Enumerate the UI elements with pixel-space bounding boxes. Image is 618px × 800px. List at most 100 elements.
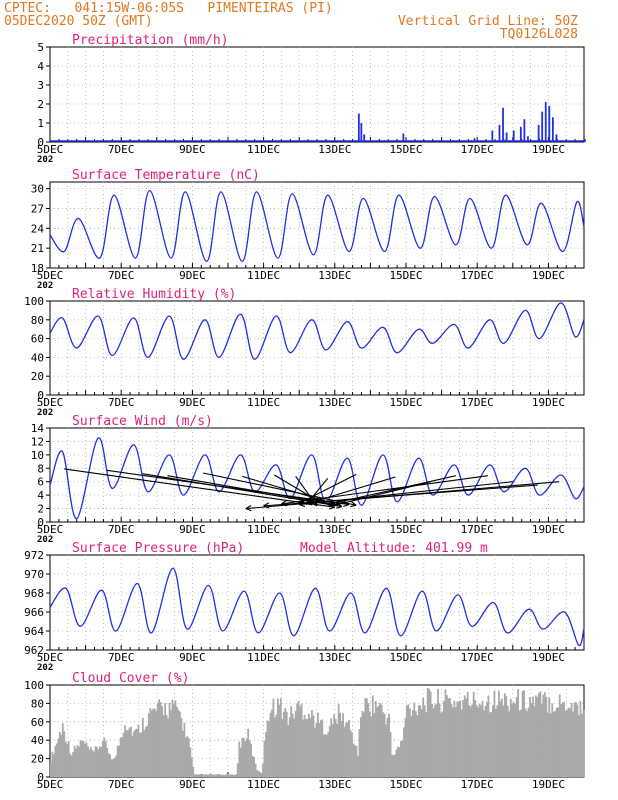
cloud-bar bbox=[435, 703, 438, 777]
cloud-bar bbox=[109, 754, 112, 777]
cloud-bar bbox=[425, 712, 428, 777]
cloud-bar bbox=[236, 763, 239, 777]
pres-xtick-label: 19DEC bbox=[532, 651, 565, 664]
cloud-bar bbox=[324, 734, 327, 777]
wind-series-line bbox=[49, 437, 585, 520]
cloud-bar bbox=[238, 741, 241, 777]
cloud-bar bbox=[492, 705, 494, 777]
cloud-bar bbox=[515, 697, 518, 777]
cloud-bar bbox=[273, 717, 276, 777]
wind-xtick-label: 5DEC bbox=[37, 523, 64, 536]
cloud-bar bbox=[489, 712, 491, 777]
cloud-bar bbox=[294, 710, 297, 777]
cloud-bar bbox=[177, 709, 180, 777]
cloud-bar bbox=[104, 741, 107, 777]
rh-xtick-label: 5DEC bbox=[37, 396, 64, 409]
cloud-bar bbox=[463, 695, 466, 777]
cloud-bar bbox=[288, 717, 291, 777]
cloud-bar bbox=[196, 774, 199, 777]
temp-xtick-label: 15DEC bbox=[389, 269, 422, 282]
cloud-bar bbox=[543, 692, 546, 777]
cloud-bar bbox=[518, 710, 521, 777]
rh-ytick-label: 60 bbox=[31, 333, 44, 346]
cloud-bar bbox=[100, 747, 103, 777]
cloud-bar bbox=[187, 738, 190, 777]
cloud-bar bbox=[334, 719, 337, 777]
cloud-bar bbox=[505, 696, 508, 777]
cloud-bar bbox=[226, 774, 229, 777]
cloud-bar bbox=[130, 726, 132, 777]
cloud-bar bbox=[82, 741, 85, 777]
cloud-bar bbox=[281, 719, 284, 777]
wind-ytick-label: 8 bbox=[37, 462, 44, 475]
cloud-bar bbox=[311, 710, 313, 777]
cloud-bar bbox=[500, 698, 503, 777]
cloud-bar bbox=[110, 759, 113, 777]
precip-xtick-label: 13DEC bbox=[318, 143, 351, 156]
cloud-bar bbox=[432, 708, 435, 777]
cloud-bar bbox=[275, 714, 278, 777]
wind-panel-frame bbox=[49, 427, 585, 523]
rh-ytick-label: 100 bbox=[24, 295, 44, 308]
cloud-bar bbox=[90, 746, 92, 777]
temp-title: Surface Temperature (nC) bbox=[72, 168, 260, 183]
cloud-bar bbox=[67, 741, 70, 777]
cloud-bar bbox=[213, 774, 215, 777]
precip-bar bbox=[357, 113, 360, 142]
cloud-bar bbox=[222, 774, 224, 777]
cloud-ytick-label: 20 bbox=[31, 753, 44, 766]
cloud-bar bbox=[401, 740, 404, 777]
cloud-bar bbox=[331, 724, 334, 777]
cloud-bar bbox=[469, 706, 472, 777]
precip-bar bbox=[548, 105, 551, 142]
precip-bar bbox=[402, 133, 405, 142]
cloud-bar bbox=[542, 694, 545, 777]
cloud-bar bbox=[434, 704, 436, 777]
cloud-bar bbox=[555, 707, 558, 777]
precip-bar bbox=[360, 123, 363, 142]
rh-ytick-label: 40 bbox=[31, 351, 44, 364]
cloud-bar bbox=[413, 702, 416, 777]
cloud-bar bbox=[457, 701, 460, 777]
cloud-bar bbox=[121, 737, 123, 777]
cloud-bar bbox=[63, 731, 66, 777]
cloud-bar bbox=[147, 713, 150, 777]
cloud-bar bbox=[567, 707, 570, 777]
cloud-bar bbox=[578, 715, 580, 777]
cloud-bar bbox=[524, 708, 527, 777]
cloud-bar bbox=[420, 709, 423, 777]
cloud-bar bbox=[389, 732, 392, 777]
cloud-bar bbox=[156, 703, 159, 777]
temp-ytick-label: 21 bbox=[31, 242, 44, 255]
cloud-bar bbox=[271, 709, 273, 777]
cloud-bar bbox=[263, 740, 266, 777]
wind-arrow-head bbox=[336, 502, 343, 509]
cloud-bar bbox=[265, 732, 267, 777]
cloud-bar bbox=[345, 722, 347, 777]
cloud-bar bbox=[257, 770, 260, 777]
precip-xtick-label: 19DEC bbox=[532, 143, 565, 156]
pres-ytick-label: 972 bbox=[24, 549, 44, 562]
cloud-ytick-label: 80 bbox=[31, 697, 44, 710]
cloud-bar bbox=[481, 700, 484, 777]
precip-bar bbox=[519, 126, 522, 142]
cloud-bar bbox=[351, 732, 353, 777]
cloud-bar bbox=[137, 724, 140, 777]
cloud-bar bbox=[340, 720, 343, 777]
cloud-bar bbox=[183, 722, 186, 777]
cloud-bar bbox=[184, 737, 187, 777]
cloud-bar bbox=[426, 688, 429, 777]
wind-ytick-label: 2 bbox=[37, 503, 44, 516]
rh-xtick-label: 17DEC bbox=[461, 396, 494, 409]
rh-ytick-label: 0 bbox=[37, 389, 44, 402]
cloud-bar bbox=[217, 774, 220, 777]
cloud-bar bbox=[128, 727, 131, 777]
cloud-bar bbox=[440, 712, 442, 777]
cloud-bar bbox=[328, 725, 331, 777]
cloud-bar bbox=[112, 758, 115, 777]
cloud-bar bbox=[244, 740, 247, 777]
cloud-bar bbox=[560, 704, 563, 777]
cloud-bar bbox=[122, 732, 125, 777]
precip-bar bbox=[502, 107, 504, 142]
